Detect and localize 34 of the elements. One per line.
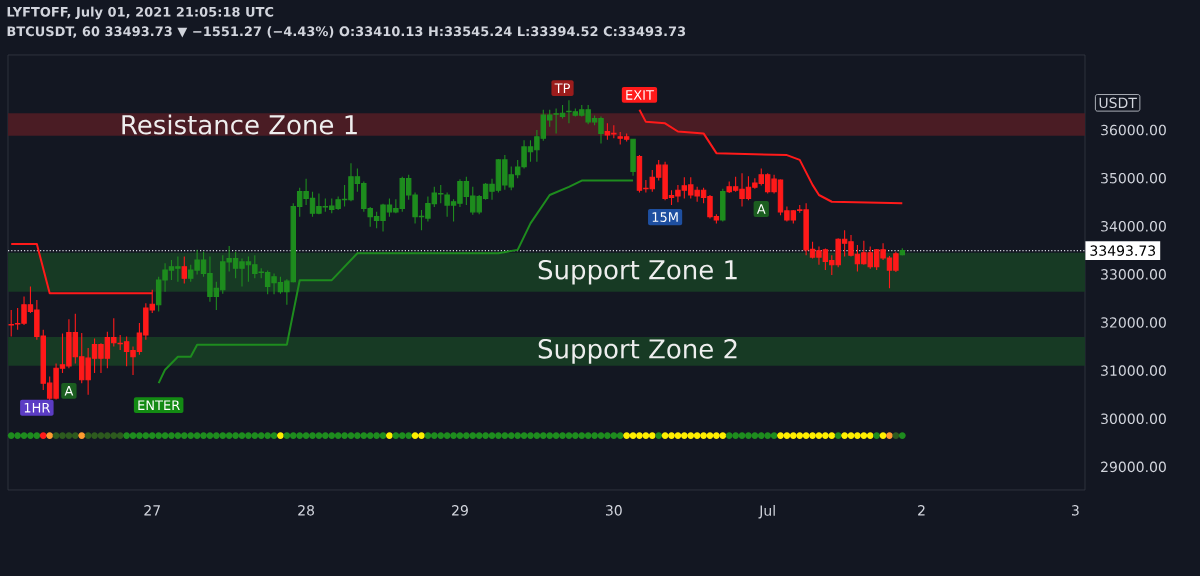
annotation: 15M xyxy=(652,212,678,222)
y-tick-label: 33000.00 xyxy=(1101,269,1166,280)
annotation: 1HR xyxy=(24,402,51,413)
line-series xyxy=(638,108,904,205)
annotation: ENTER xyxy=(138,400,180,410)
band-label: Resistance Zone 1 xyxy=(122,114,357,135)
band-label: Support Zone 2 xyxy=(538,339,737,364)
y-tick-label: 29000.00 xyxy=(1101,461,1166,473)
x-tick-label: 2 xyxy=(918,505,925,516)
y-axis-title: USDT xyxy=(1099,97,1137,109)
y-tick-label: 32000.00 xyxy=(1101,317,1166,328)
chart-subtitle: BTCUSDT, 60 33493.73 ▼ −1551.27 (−4.43%) O:33410.13 H:33545.24 L:33394.52 C:33493.73 xyxy=(7,26,686,38)
x-tick-label: 29 xyxy=(452,505,468,516)
candlestick xyxy=(181,256,188,285)
band-label: Support Zone 1 xyxy=(538,259,737,285)
x-tick-label: 27 xyxy=(144,505,160,516)
x-tick-label: Jul xyxy=(758,505,775,519)
y-tick-label: 31000.00 xyxy=(1101,365,1166,376)
y-tick-label: 35000.00 xyxy=(1101,172,1166,184)
candlestick xyxy=(899,247,906,256)
y-tick-label: 34000.00 xyxy=(1101,221,1166,232)
annotation: A xyxy=(756,204,766,214)
chart-title: LYFTOFF, July 01, 2021 21:05:18 UTC xyxy=(7,6,274,20)
annotation: TP xyxy=(554,83,570,93)
y-tick-label: 36000.00 xyxy=(1101,124,1166,136)
annotation: A xyxy=(64,386,74,396)
ref-line-label: 33493.73 xyxy=(1090,245,1156,256)
y-tick-label: 30000.00 xyxy=(1101,413,1166,425)
candlestick xyxy=(720,188,726,223)
annotation: EXIT xyxy=(626,90,654,100)
candlestick xyxy=(630,138,636,177)
x-tick-label: 30 xyxy=(605,505,622,516)
x-tick-label: 28 xyxy=(298,505,315,516)
x-tick-label: 3 xyxy=(1072,505,1079,516)
